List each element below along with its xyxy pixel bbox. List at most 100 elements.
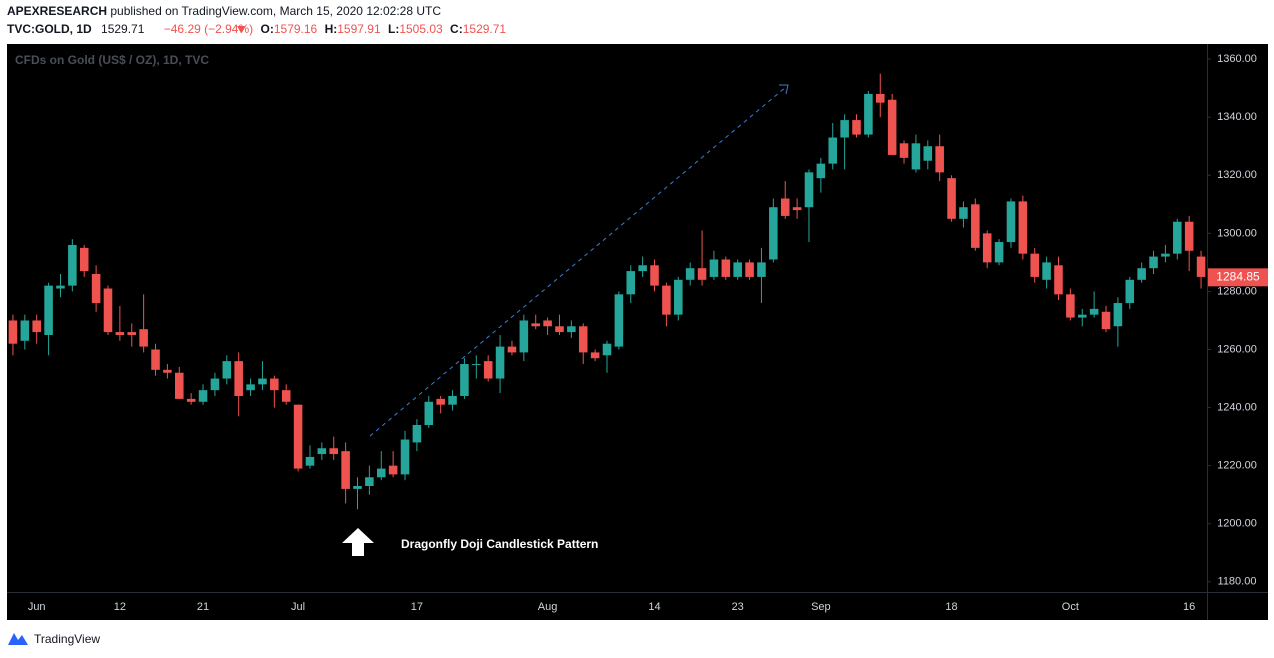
- candle-body: [198, 390, 208, 402]
- chart-title: CFDs on Gold (US$ / OZ), 1D, TVC: [15, 53, 209, 67]
- candle-body: [1184, 221, 1194, 251]
- candle-body: [234, 361, 243, 396]
- candle-body: [222, 361, 232, 379]
- y-tick-label: 1360.00: [1217, 53, 1257, 65]
- candle-body: [650, 265, 659, 286]
- candle-body: [79, 247, 89, 272]
- candle-body: [638, 265, 647, 272]
- candle-body: [483, 361, 493, 379]
- x-tick-label: Oct: [1062, 601, 1079, 613]
- trend-arrowhead: [779, 84, 789, 95]
- y-tick-label: 1200.00: [1217, 518, 1257, 530]
- candle-body: [353, 486, 362, 489]
- candle-body: [1101, 311, 1111, 330]
- candle-body: [246, 384, 255, 391]
- candle-body: [329, 448, 339, 455]
- candle-body: [757, 262, 766, 277]
- candle-body: [1161, 253, 1170, 257]
- symbol: TVC:GOLD, 1D: [7, 22, 92, 36]
- candle-body: [555, 326, 564, 333]
- candle-body: [780, 198, 790, 216]
- brand: TradingView: [34, 632, 100, 646]
- candle-body: [543, 320, 552, 327]
- candle-body: [899, 143, 909, 158]
- candle-body: [186, 398, 196, 402]
- candle-body: [959, 207, 968, 219]
- candle-body: [626, 271, 636, 295]
- candle-body: [1042, 262, 1051, 280]
- candle-body: [1066, 294, 1075, 318]
- candle-body: [662, 285, 671, 315]
- x-tick-label: Aug: [538, 601, 558, 613]
- candle-body: [828, 137, 838, 164]
- x-tick-label: 21: [197, 601, 209, 613]
- candle-body: [792, 207, 802, 211]
- y-tick-label: 1300.00: [1217, 227, 1257, 239]
- candle-body: [341, 451, 350, 489]
- candle-body: [258, 378, 267, 385]
- y-tick-label: 1320.00: [1217, 169, 1257, 181]
- plot: 1180.00 1200.00 1220.00 1240.00 1260.00 1280.…: [8, 53, 1268, 613]
- ohlc-label: O:: [261, 22, 274, 36]
- candle-body: [175, 372, 184, 399]
- candle-body: [1006, 201, 1016, 243]
- logo-icon: [8, 633, 28, 645]
- candle-body: [139, 329, 148, 347]
- candle-body: [270, 378, 279, 391]
- candle-body: [68, 244, 77, 286]
- candle-body: [151, 349, 160, 370]
- candle-body: [1137, 268, 1146, 280]
- ohlc-value: 1579.16: [274, 22, 318, 36]
- y-tick-label: 1260.00: [1217, 343, 1257, 355]
- candle-body: [614, 294, 624, 347]
- change: −46.29 (−2.94%): [164, 22, 253, 36]
- candle-body: [1149, 256, 1158, 269]
- candle-body: [887, 99, 897, 155]
- ohlc-value: 1529.71: [463, 22, 507, 36]
- price: 1529.71: [101, 22, 145, 36]
- x-tick-label: 17: [411, 601, 423, 613]
- candle-body: [460, 364, 469, 396]
- ohlc-label: H:: [325, 22, 338, 36]
- ohlc-label: L:: [388, 22, 399, 36]
- last-price-label: 1284.85: [1216, 270, 1260, 284]
- x-tick-label: Jul: [291, 601, 305, 613]
- candle-body: [697, 268, 707, 280]
- down-arrow-icon: [237, 26, 245, 33]
- ohlc-value: 1597.91: [337, 22, 381, 36]
- candle-body: [733, 262, 742, 277]
- candle-body: [305, 456, 315, 466]
- candle-body: [1089, 308, 1099, 315]
- candle-body: [852, 120, 861, 135]
- x-tick-label: 12: [114, 601, 126, 613]
- candle-body: [578, 326, 588, 353]
- x-tick-label: 16: [1183, 601, 1195, 613]
- candle-body: [1030, 253, 1039, 277]
- candle-body: [127, 332, 137, 335]
- y-tick-label: 1220.00: [1217, 460, 1257, 472]
- symbol-line: TVC:GOLD, 1D 1529.71 −46.29 (−2.94%) O:1…: [7, 22, 506, 36]
- candle-body: [281, 390, 291, 402]
- candle-body: [935, 146, 944, 173]
- candle-body: [590, 352, 600, 359]
- candle-body: [103, 288, 113, 333]
- candle-body: [674, 279, 683, 315]
- logo: TradingView: [8, 632, 100, 646]
- candle-body: [804, 172, 814, 208]
- candle-body: [519, 320, 529, 353]
- candle-body: [376, 468, 386, 478]
- candle-body: [864, 93, 873, 135]
- candle-body: [91, 274, 101, 304]
- x-tick-label: 23: [732, 601, 744, 613]
- last-price-marker: [1208, 268, 1268, 287]
- candle-body: [424, 401, 434, 426]
- candle-body: [994, 242, 1004, 263]
- candle-body: [1125, 279, 1135, 304]
- candle-body: [602, 343, 612, 356]
- candle-body: [115, 332, 125, 335]
- y-tick-label: 1180.00: [1218, 576, 1257, 588]
- candle-body: [495, 346, 505, 379]
- candle-body: [875, 93, 885, 103]
- candle-body: [44, 285, 53, 335]
